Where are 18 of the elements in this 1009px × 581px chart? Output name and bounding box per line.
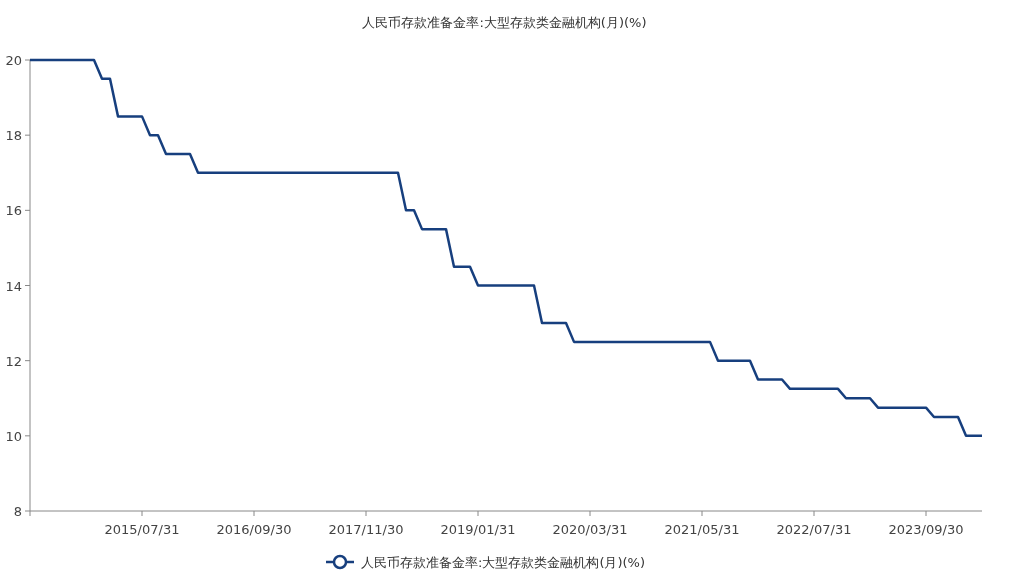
- x-tick-label: 2023/09/30: [888, 522, 964, 537]
- y-tick-label: 14: [5, 278, 22, 294]
- chart-title: 人民币存款准备金率:大型存款类金融机构(月)(%): [362, 15, 647, 30]
- x-tick-label: 2016/09/30: [216, 522, 292, 537]
- y-tick-label: 20: [5, 53, 22, 68]
- legend-label: 人民币存款准备金率:大型存款类金融机构(月)(%): [361, 555, 646, 570]
- x-tick-label: 2019/01/31: [440, 522, 516, 537]
- y-tick-label: 10: [5, 428, 22, 444]
- x-tick-label: 2017/11/30: [328, 522, 404, 537]
- x-tick-label: 2021/05/31: [664, 522, 740, 537]
- y-tick-label: 8: [13, 504, 22, 519]
- y-tick-label: 12: [5, 353, 22, 369]
- y-tick-label: 18: [5, 128, 22, 144]
- x-tick-label: 2020/03/31: [552, 522, 628, 537]
- line-series: [28, 58, 984, 438]
- y-tick-label: 16: [5, 203, 22, 219]
- x-tick-label: 2015/07/31: [104, 522, 180, 537]
- x-tick-label: 2022/07/31: [776, 522, 852, 537]
